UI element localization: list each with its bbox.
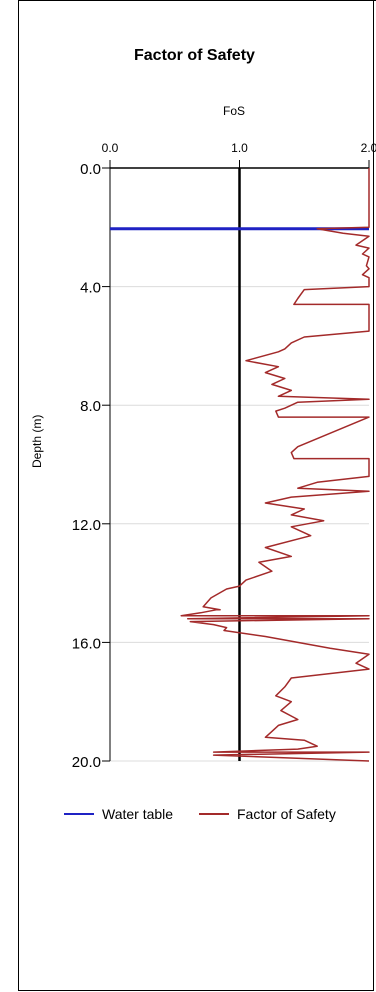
- y-tick-label: 12.0: [72, 517, 101, 534]
- y-tick-label: 4.0: [80, 280, 101, 297]
- legend-swatch: [64, 813, 94, 815]
- y-tick-label: 16.0: [72, 635, 101, 652]
- y-tick-label: 0.0: [80, 161, 101, 178]
- legend-swatch: [199, 813, 229, 815]
- y-tick-label: 20.0: [72, 754, 101, 771]
- series-line-factor-of-safety: [180, 168, 370, 762]
- legend-item: Water table: [64, 806, 173, 822]
- x-tick-label: 1.0: [231, 141, 248, 155]
- frame-top-border: [18, 0, 376, 6]
- legend-label: Factor of Safety: [237, 806, 336, 822]
- y-tick-label: 8.0: [80, 398, 101, 415]
- legend-item: Factor of Safety: [199, 806, 336, 822]
- chart-frame: [18, 0, 374, 991]
- x-tick-label: 0.0: [102, 141, 119, 155]
- x-tick-label: 2.0: [361, 141, 376, 155]
- legend-label: Water table: [102, 806, 174, 822]
- x-axis-label: FoS: [223, 104, 246, 118]
